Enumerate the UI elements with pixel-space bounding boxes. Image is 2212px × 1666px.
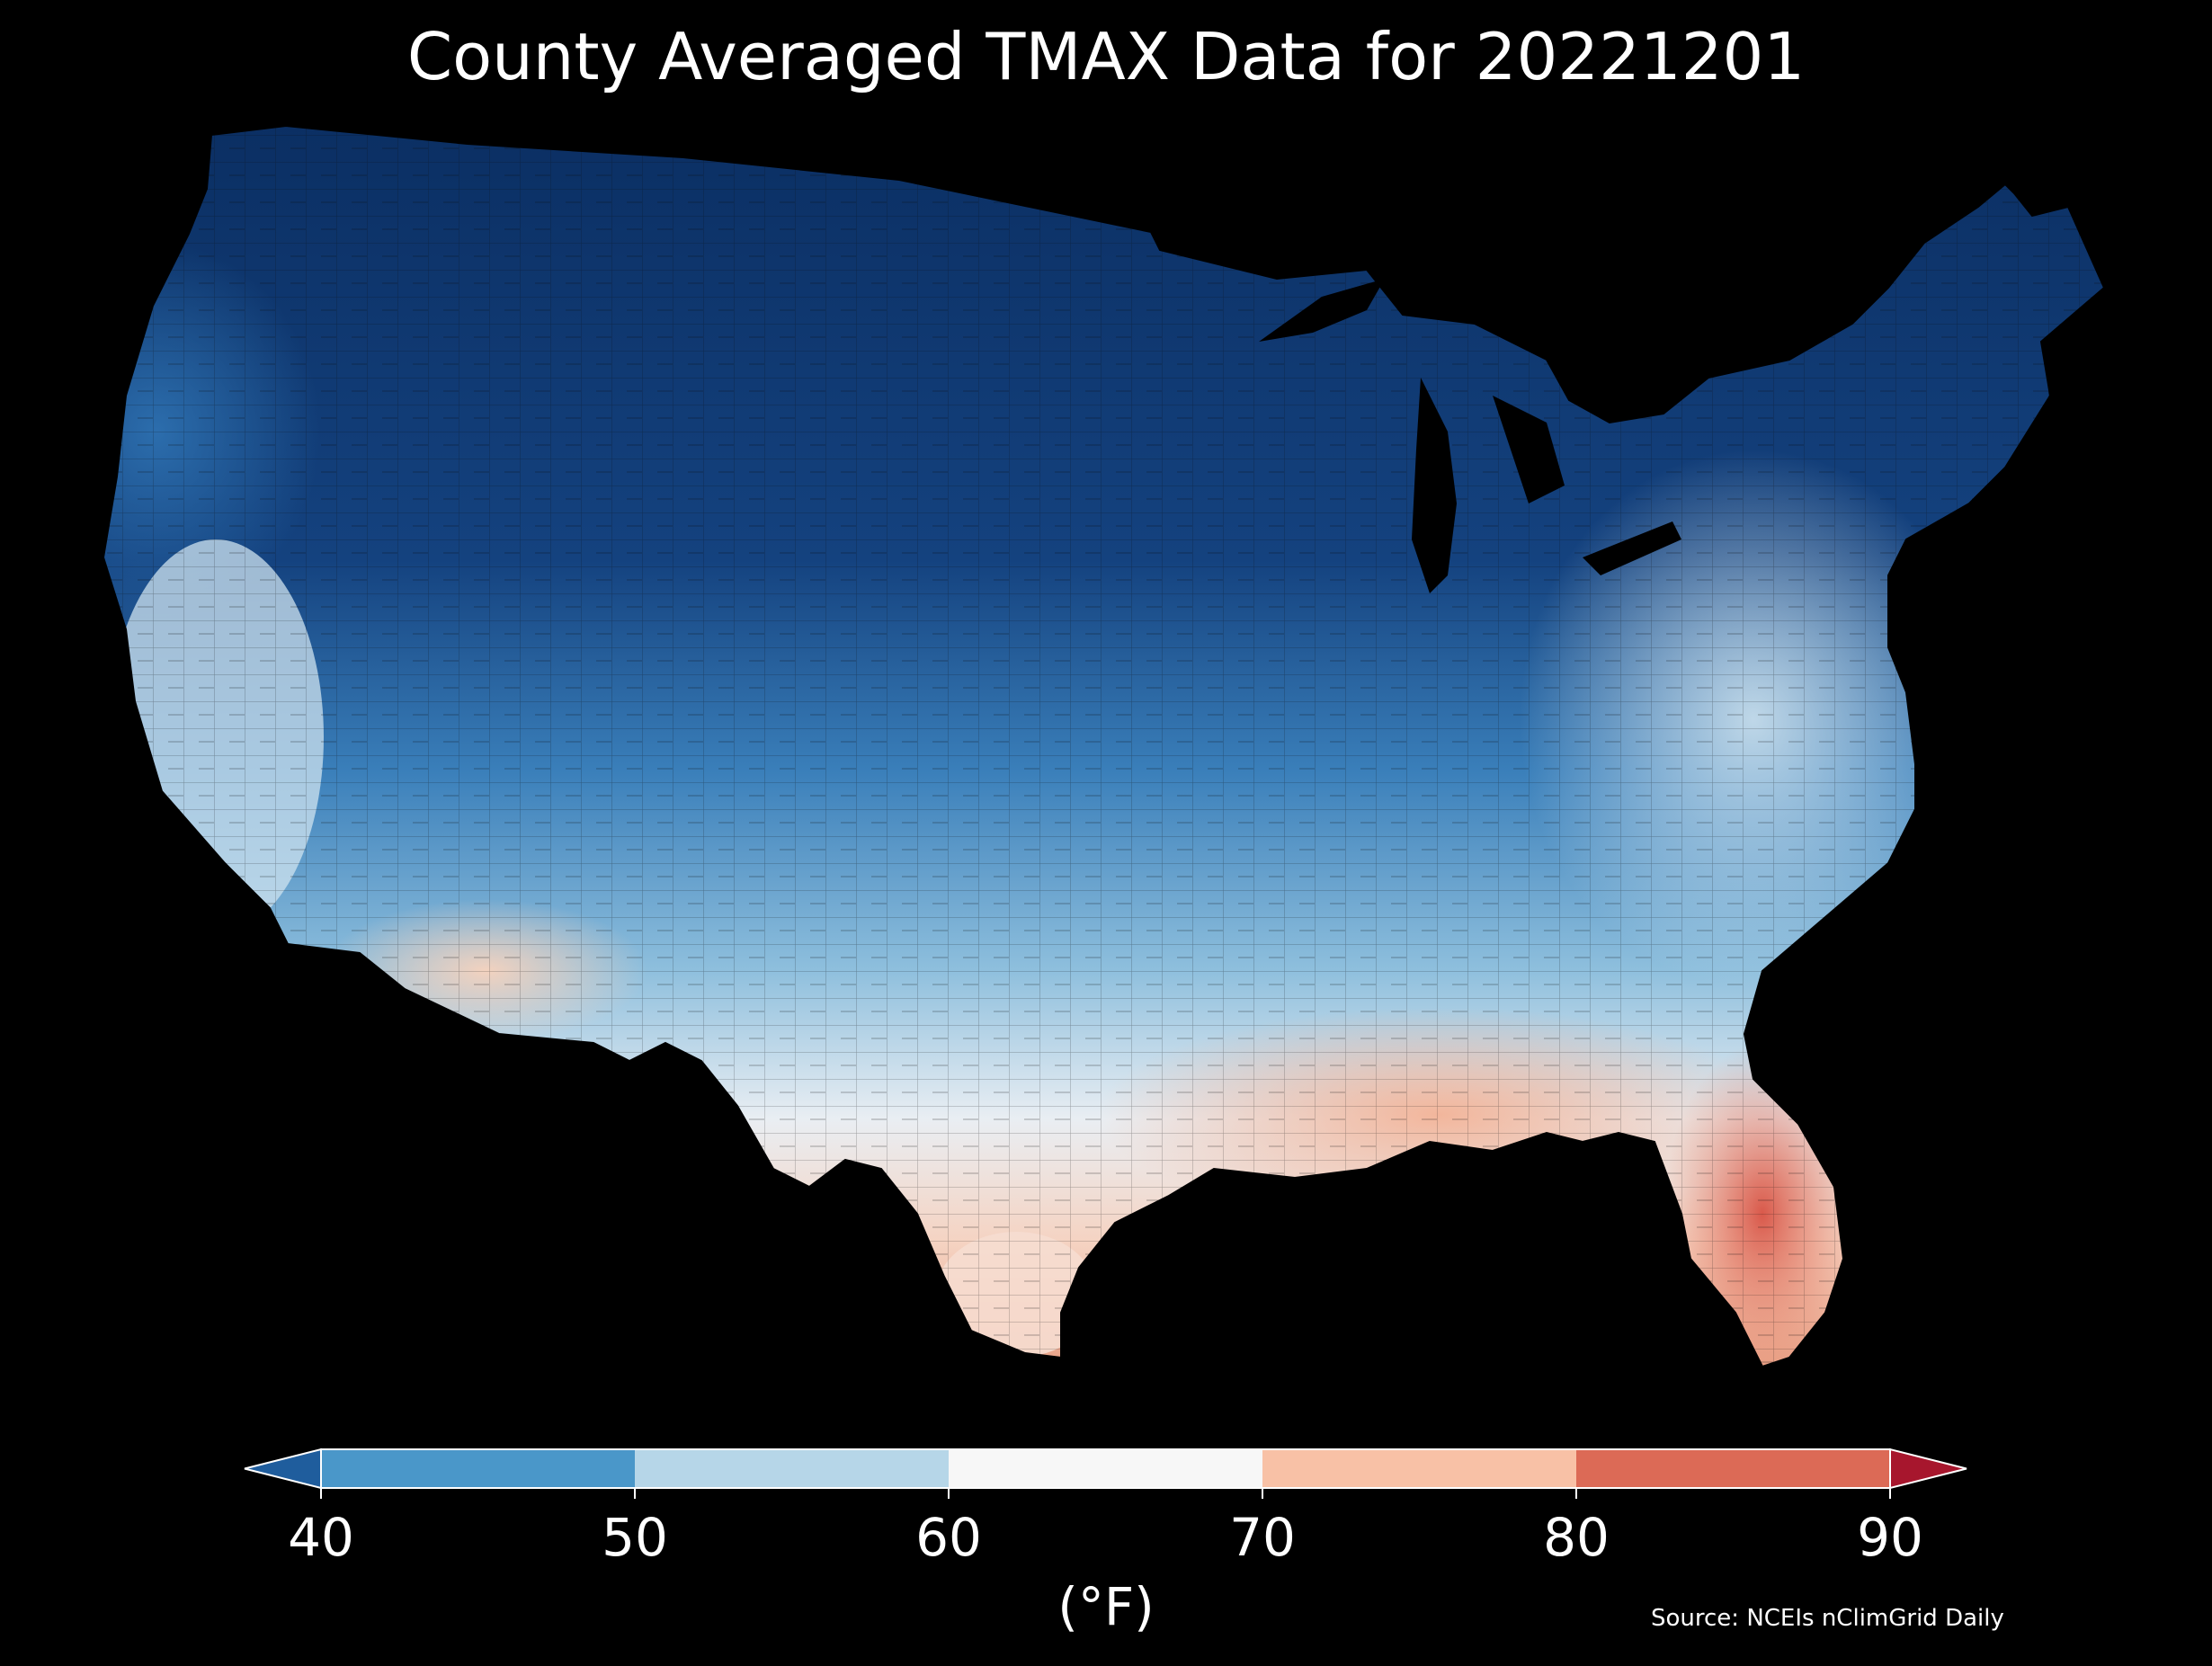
colorbar-tick-label: 60 <box>915 1507 982 1568</box>
colorbar-tick-label: 90 <box>1857 1507 1923 1568</box>
colorbar-tick-label: 50 <box>602 1507 668 1568</box>
colorbar-bin-2 <box>949 1449 1262 1488</box>
colorbar-under-arrow <box>244 1448 322 1490</box>
colorbar-tick-label: 40 <box>288 1507 354 1568</box>
colorbar-over-arrow <box>1889 1448 1967 1490</box>
lake-michigan <box>1412 378 1457 593</box>
map-title: County Averaged TMAX Data for 20221201 <box>406 19 1806 94</box>
colorbar-bin-3 <box>1262 1449 1576 1488</box>
lake-erie <box>1583 521 1681 575</box>
colorbar-tick-label: 70 <box>1229 1507 1296 1568</box>
colorbar-frame <box>320 1448 1891 1489</box>
colorbar-tick-label: 80 <box>1543 1507 1610 1568</box>
colorbar-bin-1 <box>635 1449 949 1488</box>
lake-superior <box>1259 279 1385 342</box>
colorbar-unit-label: (°F) <box>1057 1576 1155 1637</box>
source-credit: Source: NCEIs nClimGrid Daily <box>1651 1605 2004 1632</box>
colorbar-bin-0 <box>321 1449 635 1488</box>
lake-huron <box>1493 396 1565 503</box>
colorbar-bin-4 <box>1576 1449 1890 1488</box>
